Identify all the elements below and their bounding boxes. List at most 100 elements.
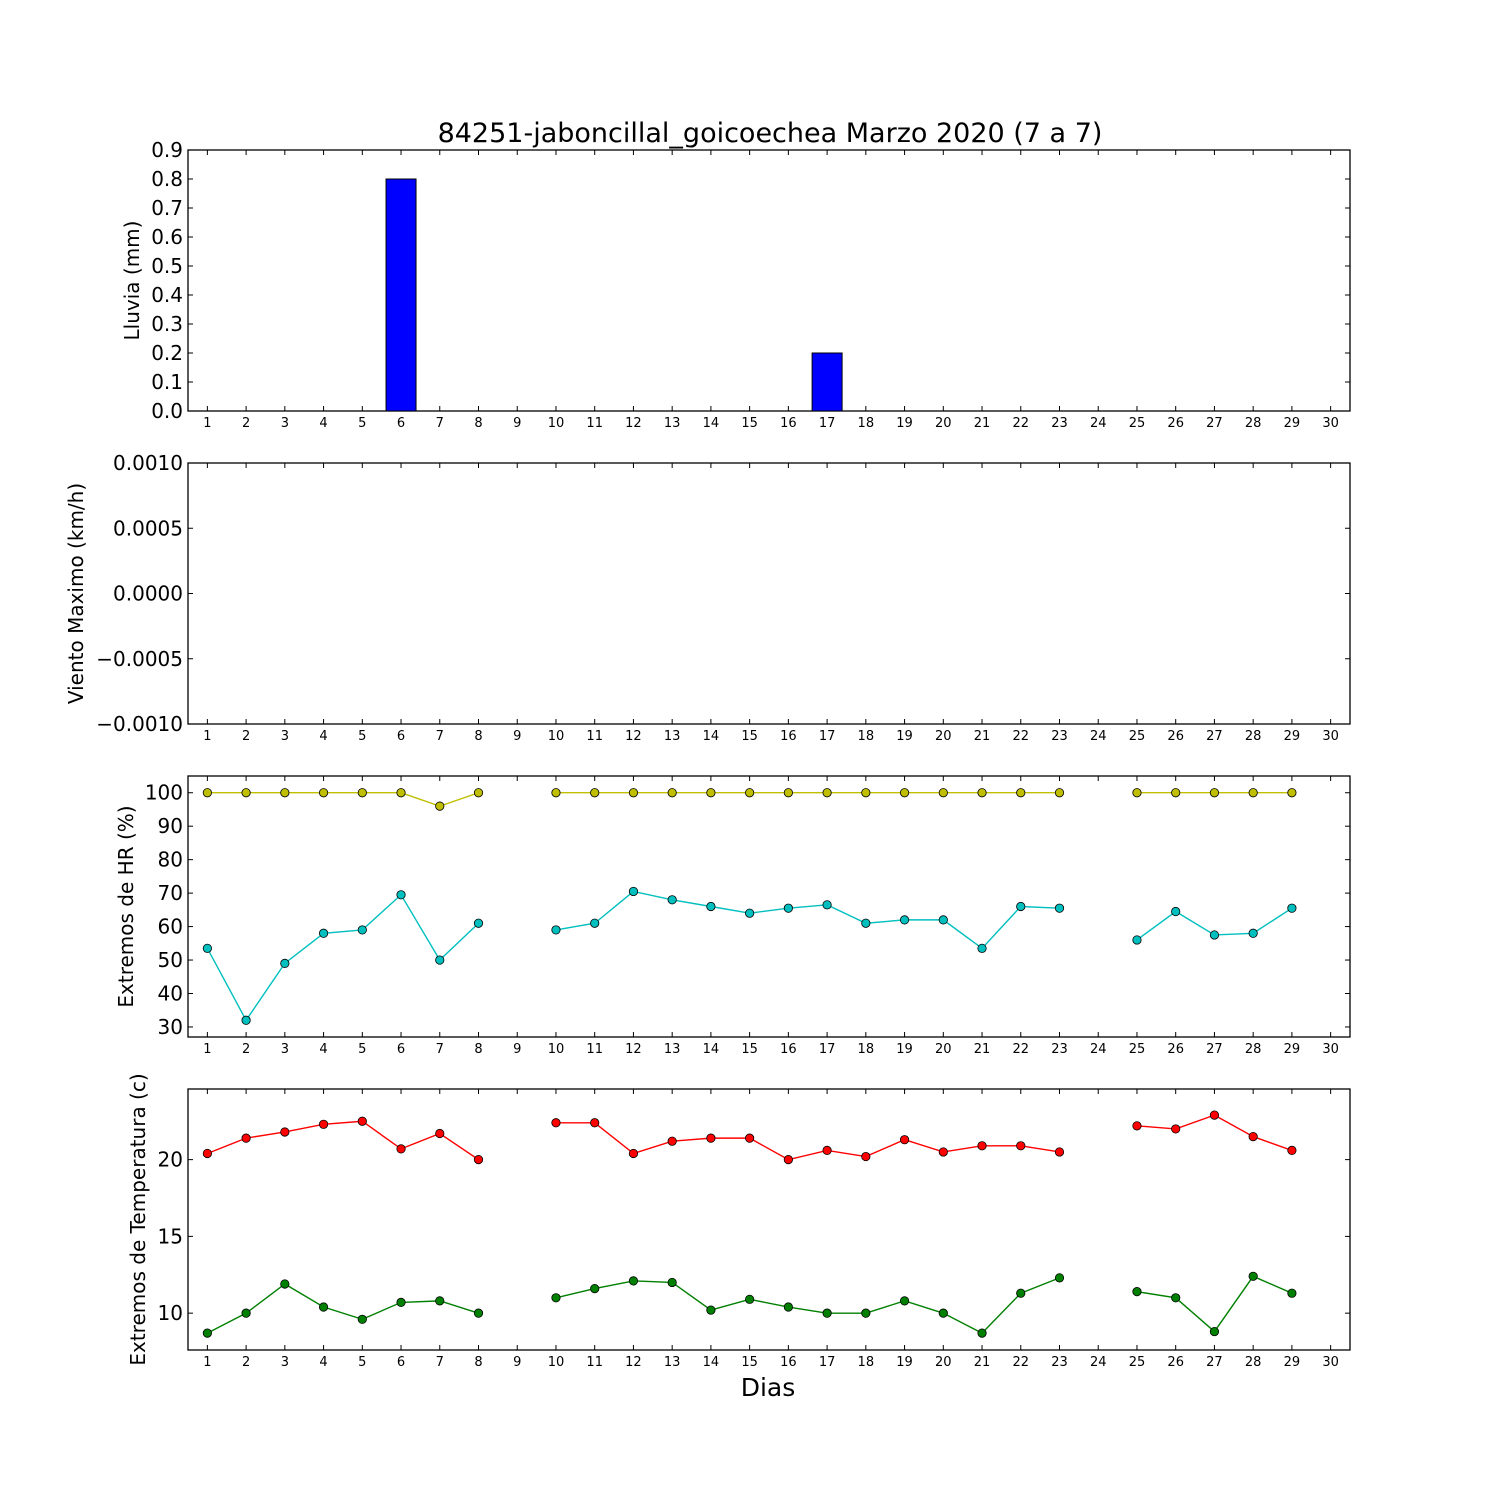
lluvia-x-tick-label: 13: [664, 416, 681, 431]
panel-lluvia: 0.00.10.20.30.40.50.60.70.80.91 2 3 4 5 6 7 8 9 1…: [120, 138, 1351, 431]
lluvia-x-tick-label: 19: [896, 416, 913, 431]
hr-x-tick-label: 28: [1245, 1042, 1262, 1057]
temp-x-tick-label: 24: [1090, 1355, 1107, 1370]
lluvia-x-tick-label: 12: [625, 416, 642, 431]
lluvia-x-tick-label: 8: [474, 416, 482, 431]
temp-max-point: [1054, 1147, 1065, 1157]
temp-x-tick-label: 21: [974, 1355, 991, 1370]
temp-x-tick-label: 29: [1284, 1355, 1301, 1370]
viento-x-tick-label: 4: [319, 729, 327, 744]
temp-max-point: [396, 1144, 406, 1154]
lluvia-y-tick-label: 0.8: [151, 167, 183, 191]
hr-max-point: [318, 788, 329, 798]
temp-min-point: [357, 1314, 367, 1324]
hr-max-point: [1016, 788, 1026, 798]
temp-max-line-segment: [555, 1122, 1060, 1161]
hr-max-point: [1132, 788, 1142, 798]
temp-min-point: [551, 1293, 561, 1303]
rain-bar: [811, 352, 843, 412]
lluvia-x-tick-label: 10: [548, 416, 565, 431]
hr-min-point: [783, 903, 793, 913]
hr-min-point: [706, 901, 716, 912]
temp-x-tick-label: 16: [780, 1355, 797, 1370]
hr-max-point: [241, 788, 251, 798]
viento-x-tick-label: 24: [1090, 729, 1107, 744]
hr-x-tick-label: 12: [625, 1042, 642, 1057]
temp-max-point: [551, 1118, 561, 1128]
temp-min-point: [745, 1294, 755, 1304]
temp-x-tick-label: 9: [513, 1355, 521, 1370]
temp-x-tick-label: 17: [819, 1355, 836, 1370]
lluvia-x-tick-label: 14: [703, 416, 720, 431]
viento-x-tick-label: 30: [1322, 729, 1339, 744]
lluvia-x-tick-label: 7: [436, 416, 444, 431]
temp-x-tick-label: 27: [1206, 1355, 1223, 1370]
hr-x-tick-label: 19: [896, 1042, 913, 1057]
hr-max-point: [745, 788, 755, 798]
viento-x-tick-label: 14: [703, 729, 720, 744]
hr-x-tick-label: 15: [741, 1042, 758, 1057]
hr-x-tick-label: 2: [242, 1042, 250, 1057]
hr-max-point: [861, 788, 871, 798]
lluvia-x-tick-label: 22: [1012, 416, 1029, 431]
viento-x-tick-label: 9: [513, 729, 521, 744]
lluvia-y-tick-label: 0.5: [151, 254, 183, 278]
hr-max-point: [706, 788, 716, 798]
temp-x-tick-label: 18: [858, 1355, 875, 1370]
hr-min-point: [628, 886, 639, 897]
temp-min-point: [938, 1308, 948, 1318]
hr-min-point: [861, 918, 871, 928]
hr-min-line-segment: [555, 890, 1060, 950]
hr-x-tick-label: 3: [281, 1042, 289, 1057]
lluvia-x-tick-label: 4: [319, 416, 327, 431]
temp-min-line-segment: [207, 1283, 479, 1334]
temp-x-tick-label: 26: [1167, 1355, 1184, 1370]
hr-min-point: [551, 925, 561, 935]
temp-y-tick-label: 10: [158, 1301, 183, 1325]
hr-x-tick-label: 20: [935, 1042, 952, 1057]
hr-max-point: [435, 801, 445, 811]
lluvia-x-tick-label: 21: [974, 416, 991, 431]
hr-x-tick-label: 13: [664, 1042, 681, 1057]
chart-title: 84251-jaboncillal_goicoechea Marzo 2020 …: [438, 118, 1103, 149]
hr-max-point: [473, 788, 484, 798]
hr-x-tick-label: 8: [474, 1042, 482, 1057]
hr-x-tick-label: 14: [703, 1042, 720, 1057]
temp-x-tick-label: 10: [548, 1355, 565, 1370]
hr-min-point: [1171, 906, 1181, 917]
lluvia-x-tick-label: 28: [1245, 416, 1262, 431]
lluvia-x-tick-label: 24: [1090, 416, 1107, 431]
viento-x-tick-label: 12: [625, 729, 642, 744]
temp-max-point: [202, 1148, 212, 1159]
temp-x-tick-label: 2: [242, 1355, 250, 1370]
hr-y-tick-label: 40: [158, 982, 183, 1006]
temp-max-point: [861, 1151, 871, 1162]
hr-min-point: [396, 890, 406, 900]
hr-x-tick-label: 23: [1051, 1042, 1068, 1057]
lluvia-x-tick-label: 11: [586, 416, 603, 431]
temp-min-point: [667, 1277, 677, 1288]
hr-x-tick-label: 24: [1090, 1042, 1107, 1057]
temp-max-point: [473, 1155, 484, 1165]
temp-max-line-segment: [1136, 1114, 1293, 1152]
hr-min-point: [318, 928, 329, 938]
viento-x-tick-label: 27: [1206, 729, 1223, 744]
temp-min-point: [241, 1308, 251, 1318]
hr-max-point: [938, 788, 948, 798]
viento-x-tick-label: 2: [242, 729, 250, 744]
temp-min-point: [1287, 1288, 1297, 1298]
temp-x-tick-label: 22: [1012, 1355, 1029, 1370]
hr-x-tick-label: 21: [974, 1042, 991, 1057]
temp-min-point: [590, 1283, 600, 1294]
hr-x-tick-label: 30: [1322, 1042, 1339, 1057]
hr-min-point: [1209, 930, 1220, 940]
viento-x-tick-label: 7: [436, 729, 444, 744]
hr-min-line-segment: [206, 893, 479, 1022]
hr-x-tick-label: 5: [358, 1042, 366, 1057]
hr-max-point: [590, 788, 600, 798]
viento-y-tick-label: 0.0005: [113, 516, 183, 540]
temp-max-point: [590, 1118, 600, 1128]
lluvia-x-tick-label: 26: [1167, 416, 1184, 431]
